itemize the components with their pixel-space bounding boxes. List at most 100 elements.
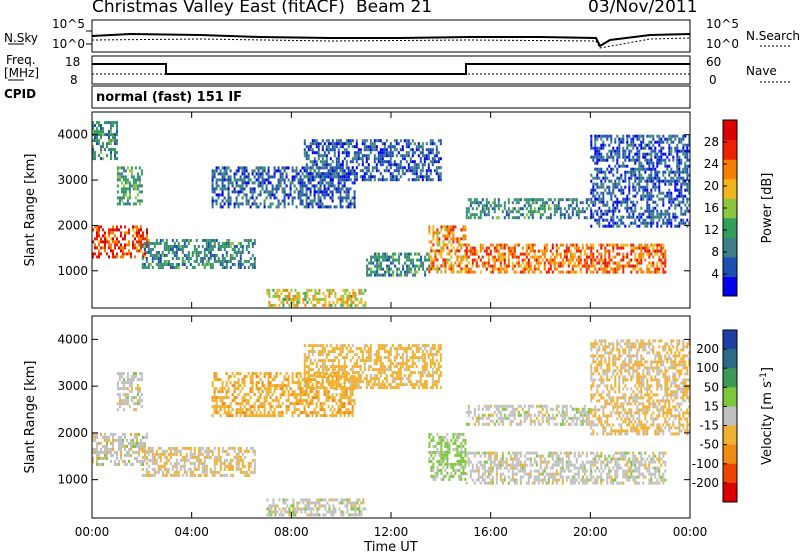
scatter-cell	[680, 209, 683, 213]
scatter-cell	[452, 228, 455, 232]
scatter-cell	[553, 213, 556, 217]
scatter-cell	[401, 148, 404, 152]
scatter-cell	[213, 393, 216, 397]
scatter-cell	[662, 152, 665, 156]
scatter-cell	[674, 182, 677, 186]
scatter-cell	[602, 170, 605, 174]
scatter-cell	[138, 432, 140, 436]
scatter-cell	[291, 199, 294, 203]
scatter-cell	[138, 175, 141, 179]
scatter-cell	[656, 179, 659, 183]
scatter-cell	[112, 252, 114, 256]
scatter-cell	[321, 154, 324, 158]
scatter-cell	[652, 179, 655, 183]
scatter-cell	[334, 294, 337, 298]
scatter-cell	[104, 444, 106, 448]
scatter-cell	[233, 384, 236, 388]
scatter-cell	[381, 178, 384, 182]
scatter-cell	[533, 270, 536, 274]
scatter-cell	[257, 405, 260, 409]
scatter-cell	[567, 204, 570, 208]
scatter-cell	[147, 242, 150, 245]
scatter-cell	[561, 261, 564, 265]
scatter-cell	[112, 225, 114, 229]
scatter-cell	[374, 258, 377, 262]
scatter-cell	[281, 178, 284, 182]
scatter-cell	[322, 291, 325, 295]
scatter-cell	[342, 300, 345, 304]
scatter-cell	[614, 270, 617, 274]
scatter-cell	[299, 178, 302, 182]
scatter-cell	[515, 243, 518, 247]
scatter-cell	[347, 187, 350, 191]
scatter-cell	[620, 243, 623, 247]
scatter-cell	[654, 267, 657, 271]
scatter-cell	[301, 181, 304, 185]
scatter-cell	[257, 181, 260, 185]
scatter-cell	[590, 258, 593, 262]
scatter-cell	[114, 154, 116, 158]
scatter-cell	[379, 154, 382, 158]
scatter-cell	[132, 408, 135, 412]
scatter-cell	[656, 140, 659, 144]
scatter-cell	[136, 444, 138, 448]
scatter-cell	[213, 458, 216, 462]
scatter-cell	[343, 181, 346, 185]
scatter-cell	[686, 173, 689, 177]
scatter-cell	[227, 378, 230, 382]
scatter-cell	[169, 266, 172, 269]
scatter-cell	[341, 205, 344, 209]
scatter-cell	[227, 461, 230, 465]
scatter-cell	[173, 473, 176, 477]
scatter-cell	[573, 264, 576, 268]
scatter-cell	[676, 176, 679, 180]
scatter-cell	[507, 255, 510, 259]
scatter-cell	[122, 378, 125, 382]
scatter-cell	[265, 190, 268, 194]
scatter-cell	[317, 169, 320, 173]
scatter-cell	[263, 408, 266, 412]
scatter-cell	[402, 264, 405, 268]
scatter-cell	[684, 155, 687, 159]
scatter-cell	[676, 134, 679, 138]
scatter-cell	[155, 242, 158, 245]
scatter-cell	[495, 246, 498, 250]
scatter-cell	[364, 288, 367, 292]
scatter-cell	[175, 257, 178, 260]
scatter-cell	[414, 252, 417, 256]
scatter-cell	[249, 263, 252, 266]
scatter-cell	[179, 467, 182, 471]
scatter-cell	[118, 399, 121, 403]
scatter-cell	[227, 408, 230, 412]
scatter-cell	[610, 134, 613, 138]
scatter-cell	[327, 205, 330, 209]
scatter-cell	[345, 163, 348, 167]
scatter-cell	[171, 239, 174, 242]
scatter-cell	[590, 249, 593, 253]
scatter-cell	[636, 134, 639, 138]
scatter-cell	[102, 240, 104, 244]
scatter-cell	[594, 152, 597, 156]
scatter-cell	[331, 196, 334, 200]
scatter-cell	[112, 148, 114, 152]
scatter-cell	[648, 215, 651, 219]
scatter-cell	[547, 198, 550, 202]
scatter-cell	[396, 267, 399, 271]
scatter-cell	[628, 206, 631, 210]
scatter-cell	[465, 258, 468, 262]
scatter-cell	[515, 201, 518, 205]
scatter-cell	[666, 164, 669, 168]
scatter-cell	[257, 414, 260, 418]
scatter-cell	[313, 142, 316, 146]
scatter-cell	[590, 252, 593, 256]
scatter-cell	[598, 267, 601, 271]
scatter-cell	[315, 142, 318, 146]
scatter-cell	[652, 209, 655, 213]
scatter-cell	[245, 411, 248, 415]
scatter-cell	[259, 190, 262, 194]
scatter-cell	[223, 461, 226, 465]
scatter-cell	[221, 175, 224, 179]
scatter-cell	[598, 200, 601, 204]
scatter-cell	[688, 137, 691, 141]
scatter-cell	[598, 221, 601, 225]
